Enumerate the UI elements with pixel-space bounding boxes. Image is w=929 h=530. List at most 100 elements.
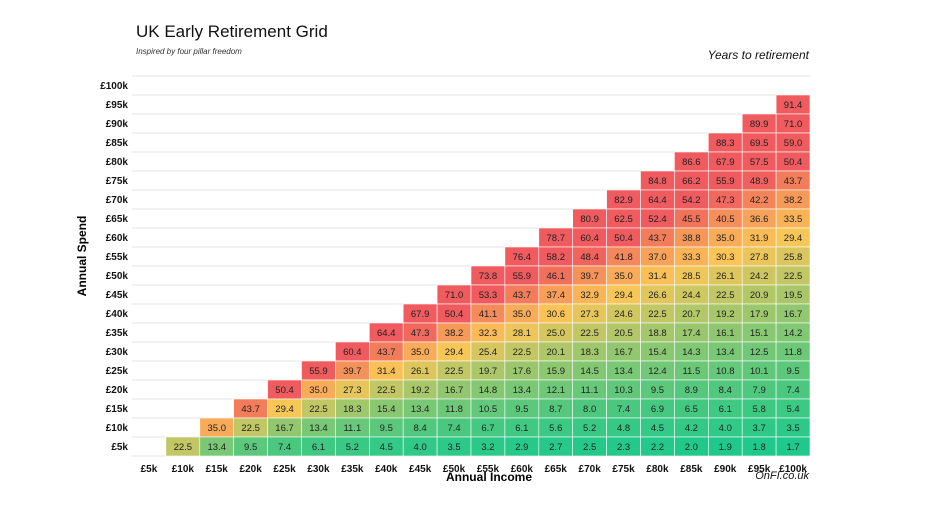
cell-value-label: 1.8 bbox=[753, 442, 766, 453]
cell-value-label: 91.4 bbox=[784, 100, 803, 111]
cell-value-label: 58.2 bbox=[547, 252, 566, 263]
x-tick-label: £40k bbox=[375, 464, 398, 475]
cell-value-label: 40.5 bbox=[716, 214, 735, 225]
cell-value-label: 86.6 bbox=[682, 157, 701, 168]
credit: OnFI.co.uk bbox=[755, 470, 809, 482]
cell-value-label: 5.2 bbox=[346, 442, 359, 453]
cell-value-label: 28.1 bbox=[513, 328, 532, 339]
y-tick-label: £10k bbox=[106, 423, 129, 434]
cell-value-label: 22.5 bbox=[445, 366, 464, 377]
cell-value-label: 33.3 bbox=[682, 252, 701, 263]
cell-value-label: 16.7 bbox=[614, 347, 633, 358]
cell-value-label: 43.7 bbox=[513, 290, 532, 301]
cell-value-label: 6.1 bbox=[719, 404, 732, 415]
cell-value-label: 19.2 bbox=[411, 385, 430, 396]
cell-value-label: 30.6 bbox=[547, 309, 566, 320]
cell-value-label: 7.4 bbox=[447, 423, 460, 434]
cell-value-label: 22.5 bbox=[377, 385, 396, 396]
cell-value-label: 9.5 bbox=[515, 404, 528, 415]
cell-value-label: 9.5 bbox=[380, 423, 393, 434]
x-tick-label: £90k bbox=[714, 464, 737, 475]
cell-value-label: 35.0 bbox=[309, 385, 328, 396]
cell-value-label: 1.7 bbox=[786, 442, 799, 453]
cell-value-label: 41.1 bbox=[479, 309, 498, 320]
y-tick-label: £25k bbox=[106, 366, 129, 377]
cell-value-label: 35.0 bbox=[716, 233, 735, 244]
y-tick-label: £65k bbox=[106, 214, 129, 225]
cell-value-label: 14.3 bbox=[682, 347, 701, 358]
cell-value-label: 11.8 bbox=[445, 404, 463, 415]
x-tick-label: £35k bbox=[341, 464, 364, 475]
cell-value-label: 4.2 bbox=[685, 423, 698, 434]
cell-value-label: 28.5 bbox=[682, 271, 701, 282]
cell-value-label: 45.5 bbox=[682, 214, 701, 225]
x-tick-labels: £5k £10k £15k £20k £25k £30k £35k £40k £45k £50k £… bbox=[141, 464, 808, 475]
x-tick-label: £85k bbox=[680, 464, 703, 475]
cell-value-label: 13.4 bbox=[513, 385, 532, 396]
y-tick-label: £45k bbox=[106, 290, 129, 301]
cell-value-label: 29.4 bbox=[784, 233, 803, 244]
cell-value-label: 6.9 bbox=[651, 404, 664, 415]
cell-value-label: 9.5 bbox=[651, 385, 664, 396]
cell-value-label: 2.9 bbox=[515, 442, 528, 453]
y-tick-label: £35k bbox=[106, 328, 129, 339]
cell-value-label: 55.9 bbox=[309, 366, 328, 377]
cell-value-label: 50.4 bbox=[784, 157, 803, 168]
cell-value-label: 15.4 bbox=[377, 404, 396, 415]
cell-value-label: 1.9 bbox=[719, 442, 732, 453]
cell-value-label: 50.4 bbox=[275, 385, 294, 396]
cell-value-label: 84.8 bbox=[648, 176, 667, 187]
x-tick-label: £95k bbox=[748, 464, 771, 475]
cell-value-label: 11.1 bbox=[343, 423, 361, 434]
cell-value-label: 16.7 bbox=[445, 385, 464, 396]
cell-value-label: 57.5 bbox=[750, 157, 769, 168]
cell-value-label: 37.0 bbox=[648, 252, 667, 263]
cell-value-label: 50.4 bbox=[445, 309, 464, 320]
cell-value-label: 9.5 bbox=[244, 442, 257, 453]
cell-value-label: 38.8 bbox=[682, 233, 701, 244]
y-tick-label: £55k bbox=[106, 252, 129, 263]
cell-value-label: 9.5 bbox=[786, 366, 799, 377]
cell-value-label: 24.4 bbox=[682, 290, 701, 301]
cell-value-label: 11.1 bbox=[581, 385, 599, 396]
cell-value-label: 43.7 bbox=[784, 176, 803, 187]
cell-value-label: 64.4 bbox=[377, 328, 396, 339]
cell-value-label: 11.8 bbox=[784, 347, 802, 358]
cell-value-label: 48.9 bbox=[750, 176, 769, 187]
cell-value-label: 7.4 bbox=[278, 442, 291, 453]
cell-value-label: 20.9 bbox=[750, 290, 769, 301]
cell-value-label: 8.9 bbox=[685, 385, 698, 396]
cell-value-label: 4.5 bbox=[651, 423, 664, 434]
cell-value-label: 6.1 bbox=[515, 423, 528, 434]
chart-title: UK Early Retirement Grid bbox=[136, 22, 328, 41]
cell-value-label: 13.4 bbox=[716, 347, 735, 358]
x-tick-label: £5k bbox=[141, 464, 158, 475]
cell-value-label: 26.1 bbox=[716, 271, 735, 282]
cell-value-label: 73.8 bbox=[479, 271, 498, 282]
cell-value-label: 10.5 bbox=[479, 404, 498, 415]
cell-value-label: 14.8 bbox=[479, 385, 498, 396]
y-tick-label: £80k bbox=[106, 157, 129, 168]
cell-value-label: 13.4 bbox=[309, 423, 328, 434]
cell-value-label: 7.9 bbox=[753, 385, 766, 396]
cell-value-label: 35.0 bbox=[208, 423, 227, 434]
x-tick-label: £15k bbox=[206, 464, 229, 475]
cell-value-label: 4.5 bbox=[380, 442, 393, 453]
cell-value-label: 78.7 bbox=[547, 233, 566, 244]
cell-value-label: 53.3 bbox=[479, 290, 498, 301]
cell-value-label: 55.9 bbox=[716, 176, 735, 187]
cell-value-label: 35.0 bbox=[614, 271, 633, 282]
cell-value-label: 3.5 bbox=[786, 423, 799, 434]
cell-value-label: 60.4 bbox=[343, 347, 362, 358]
cell-value-label: 60.4 bbox=[580, 233, 599, 244]
cell-value-label: 42.2 bbox=[750, 195, 769, 206]
cell-value-label: 15.4 bbox=[648, 347, 667, 358]
cell-value-label: 3.5 bbox=[447, 442, 460, 453]
y-tick-label: £95k bbox=[106, 100, 129, 111]
cell-value-label: 16.7 bbox=[784, 309, 803, 320]
x-tick-label: £65k bbox=[545, 464, 568, 475]
cell-value-label: 22.5 bbox=[241, 423, 260, 434]
cell-value-label: 43.7 bbox=[648, 233, 667, 244]
cell-value-label: 20.1 bbox=[547, 347, 566, 358]
cell-value-label: 4.0 bbox=[414, 442, 427, 453]
